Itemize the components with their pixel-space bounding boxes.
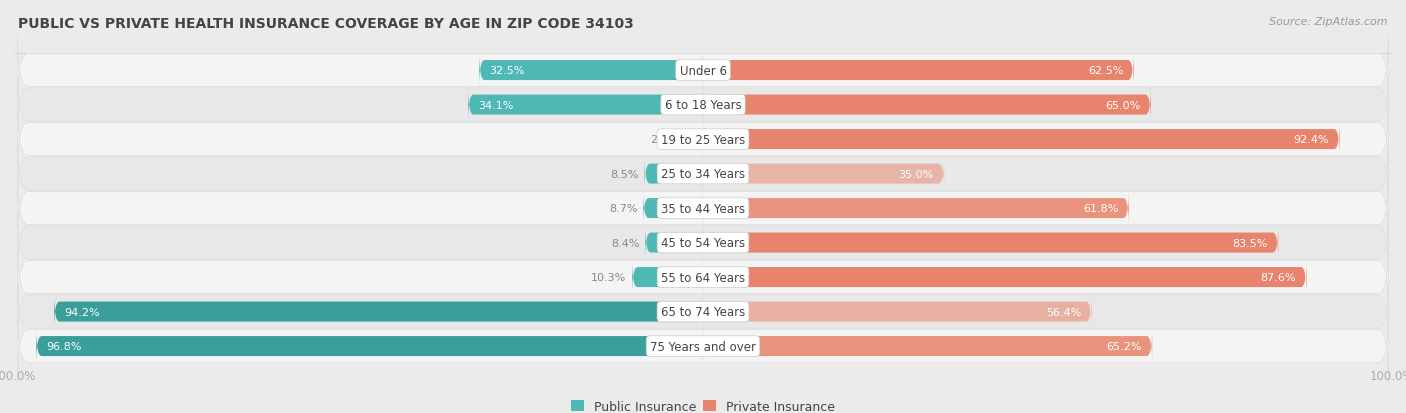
Text: 94.2%: 94.2% — [65, 307, 100, 317]
FancyBboxPatch shape — [685, 122, 703, 157]
Text: 61.8%: 61.8% — [1083, 204, 1118, 214]
Text: 2.7%: 2.7% — [651, 135, 679, 145]
FancyBboxPatch shape — [17, 208, 1389, 278]
FancyBboxPatch shape — [17, 139, 1389, 209]
Text: PUBLIC VS PRIVATE HEALTH INSURANCE COVERAGE BY AGE IN ZIP CODE 34103: PUBLIC VS PRIVATE HEALTH INSURANCE COVER… — [18, 17, 634, 31]
FancyBboxPatch shape — [17, 36, 1389, 106]
Text: 96.8%: 96.8% — [46, 341, 82, 351]
Text: 8.7%: 8.7% — [609, 204, 637, 214]
Text: 6 to 18 Years: 6 to 18 Years — [665, 99, 741, 112]
Text: 10.3%: 10.3% — [592, 273, 627, 282]
Text: 8.5%: 8.5% — [610, 169, 638, 179]
Text: Under 6: Under 6 — [679, 64, 727, 77]
FancyBboxPatch shape — [703, 225, 1278, 261]
Text: Source: ZipAtlas.com: Source: ZipAtlas.com — [1270, 17, 1388, 26]
FancyBboxPatch shape — [17, 104, 1389, 175]
FancyBboxPatch shape — [703, 88, 1152, 123]
FancyBboxPatch shape — [703, 122, 1340, 157]
Text: 75 Years and over: 75 Years and over — [650, 340, 756, 353]
FancyBboxPatch shape — [17, 242, 1389, 313]
Text: 19 to 25 Years: 19 to 25 Years — [661, 133, 745, 146]
Text: 35.0%: 35.0% — [898, 169, 934, 179]
Text: 8.4%: 8.4% — [612, 238, 640, 248]
FancyBboxPatch shape — [703, 53, 1133, 88]
FancyBboxPatch shape — [17, 70, 1389, 140]
Text: 65.2%: 65.2% — [1107, 341, 1142, 351]
FancyBboxPatch shape — [643, 191, 703, 226]
Text: 56.4%: 56.4% — [1046, 307, 1081, 317]
Text: 83.5%: 83.5% — [1233, 238, 1268, 248]
Text: 25 to 34 Years: 25 to 34 Years — [661, 168, 745, 180]
FancyBboxPatch shape — [633, 260, 703, 295]
FancyBboxPatch shape — [703, 329, 1152, 364]
Text: 65.0%: 65.0% — [1105, 100, 1140, 110]
FancyBboxPatch shape — [644, 157, 703, 192]
FancyBboxPatch shape — [703, 191, 1129, 226]
Text: 34.1%: 34.1% — [478, 100, 513, 110]
FancyBboxPatch shape — [37, 329, 703, 364]
Text: 32.5%: 32.5% — [489, 66, 524, 76]
FancyBboxPatch shape — [17, 277, 1389, 347]
Text: 65 to 74 Years: 65 to 74 Years — [661, 305, 745, 318]
FancyBboxPatch shape — [703, 294, 1091, 329]
FancyBboxPatch shape — [53, 294, 703, 329]
Text: 87.6%: 87.6% — [1261, 273, 1296, 282]
Legend: Public Insurance, Private Insurance: Public Insurance, Private Insurance — [571, 400, 835, 413]
FancyBboxPatch shape — [479, 53, 703, 88]
FancyBboxPatch shape — [17, 173, 1389, 244]
FancyBboxPatch shape — [468, 88, 703, 123]
Text: 55 to 64 Years: 55 to 64 Years — [661, 271, 745, 284]
Text: 92.4%: 92.4% — [1294, 135, 1329, 145]
FancyBboxPatch shape — [703, 260, 1306, 295]
Text: 62.5%: 62.5% — [1088, 66, 1123, 76]
FancyBboxPatch shape — [645, 225, 703, 261]
Text: 45 to 54 Years: 45 to 54 Years — [661, 237, 745, 249]
FancyBboxPatch shape — [703, 157, 945, 192]
FancyBboxPatch shape — [17, 311, 1389, 381]
Text: 35 to 44 Years: 35 to 44 Years — [661, 202, 745, 215]
